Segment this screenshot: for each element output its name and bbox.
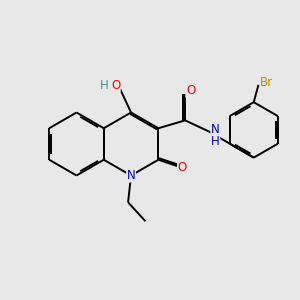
Text: H: H [211,135,220,148]
Text: N: N [127,169,135,182]
Text: N: N [211,123,220,136]
Text: H: H [100,79,109,92]
Text: Br: Br [260,76,273,89]
Text: O: O [111,79,120,92]
Text: O: O [178,161,187,174]
Text: O: O [186,84,195,97]
